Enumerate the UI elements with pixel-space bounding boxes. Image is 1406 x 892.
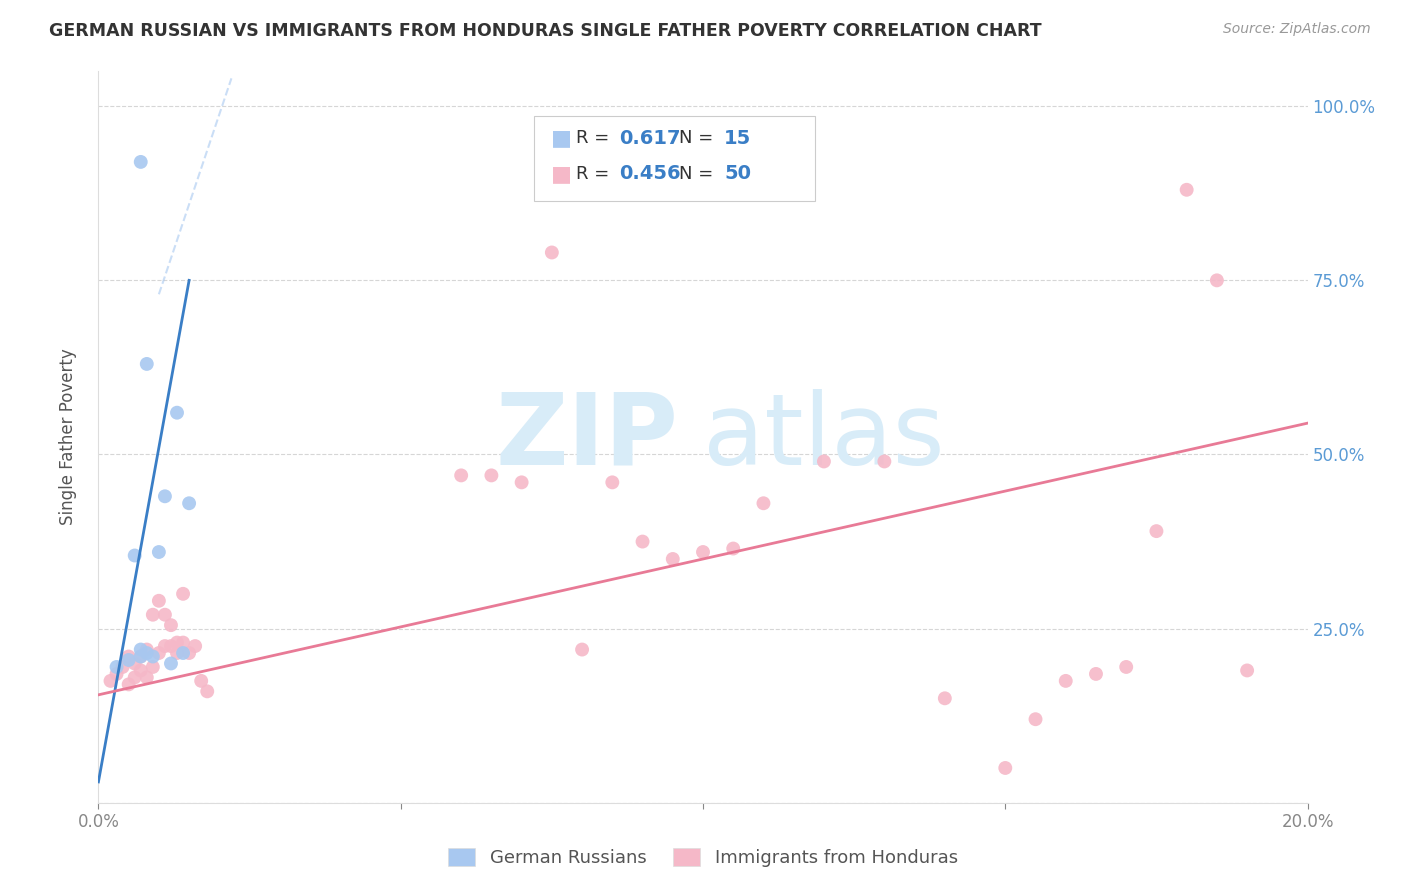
- Text: ■: ■: [551, 128, 572, 148]
- Point: [124, 549, 146, 563]
- Point: [631, 534, 654, 549]
- Point: [129, 649, 152, 664]
- Point: [148, 594, 170, 608]
- Point: [873, 454, 896, 468]
- Point: [602, 475, 624, 490]
- Point: [124, 657, 146, 671]
- Text: 0.456: 0.456: [619, 164, 681, 184]
- Point: [481, 468, 503, 483]
- Point: [1206, 273, 1229, 287]
- Text: R =: R =: [576, 165, 616, 183]
- Point: [111, 660, 134, 674]
- Point: [571, 642, 593, 657]
- Point: [166, 635, 188, 649]
- Point: [813, 454, 835, 468]
- Point: [723, 541, 745, 556]
- Point: [129, 642, 152, 657]
- Point: [1115, 660, 1137, 674]
- Point: [450, 468, 472, 483]
- Point: [172, 646, 194, 660]
- Point: [179, 646, 201, 660]
- Text: atlas: atlas: [703, 389, 945, 485]
- Text: ■: ■: [551, 164, 572, 184]
- Point: [510, 475, 533, 490]
- Point: [135, 646, 157, 660]
- Point: [661, 552, 683, 566]
- Point: [118, 677, 141, 691]
- Point: [195, 684, 218, 698]
- Point: [172, 587, 194, 601]
- Legend: German Russians, Immigrants from Honduras: German Russians, Immigrants from Hondura…: [440, 840, 966, 874]
- Point: [153, 489, 176, 503]
- Point: [148, 545, 170, 559]
- Text: N =: N =: [679, 129, 718, 147]
- Text: 15: 15: [724, 128, 751, 148]
- Point: [135, 357, 157, 371]
- Point: [166, 646, 188, 660]
- Point: [105, 667, 128, 681]
- Text: Source: ZipAtlas.com: Source: ZipAtlas.com: [1223, 22, 1371, 37]
- Point: [1144, 524, 1167, 538]
- Point: [135, 642, 157, 657]
- Point: [153, 639, 176, 653]
- Point: [1175, 183, 1198, 197]
- Text: 0.617: 0.617: [619, 128, 681, 148]
- Point: [118, 649, 141, 664]
- Point: [148, 646, 170, 660]
- Point: [752, 496, 775, 510]
- Point: [934, 691, 956, 706]
- Point: [540, 245, 562, 260]
- Point: [1054, 673, 1077, 688]
- Point: [160, 639, 183, 653]
- Point: [135, 670, 157, 684]
- Point: [1024, 712, 1046, 726]
- Point: [1085, 667, 1108, 681]
- Point: [1236, 664, 1258, 678]
- Point: [184, 639, 207, 653]
- Point: [129, 649, 152, 664]
- Text: R =: R =: [576, 129, 616, 147]
- Text: 50: 50: [724, 164, 751, 184]
- Point: [129, 664, 152, 678]
- Text: GERMAN RUSSIAN VS IMMIGRANTS FROM HONDURAS SINGLE FATHER POVERTY CORRELATION CHA: GERMAN RUSSIAN VS IMMIGRANTS FROM HONDUR…: [49, 22, 1042, 40]
- Point: [160, 618, 183, 632]
- Point: [153, 607, 176, 622]
- Point: [100, 673, 122, 688]
- Point: [142, 607, 165, 622]
- Point: [142, 660, 165, 674]
- Point: [190, 673, 212, 688]
- Point: [142, 649, 165, 664]
- Point: [692, 545, 714, 559]
- Point: [118, 653, 141, 667]
- Point: [129, 155, 152, 169]
- Point: [994, 761, 1017, 775]
- Y-axis label: Single Father Poverty: Single Father Poverty: [59, 349, 77, 525]
- Text: ZIP: ZIP: [496, 389, 679, 485]
- Point: [179, 496, 201, 510]
- Point: [166, 406, 188, 420]
- Point: [105, 660, 128, 674]
- Point: [172, 635, 194, 649]
- Point: [160, 657, 183, 671]
- Text: N =: N =: [679, 165, 718, 183]
- Point: [124, 670, 146, 684]
